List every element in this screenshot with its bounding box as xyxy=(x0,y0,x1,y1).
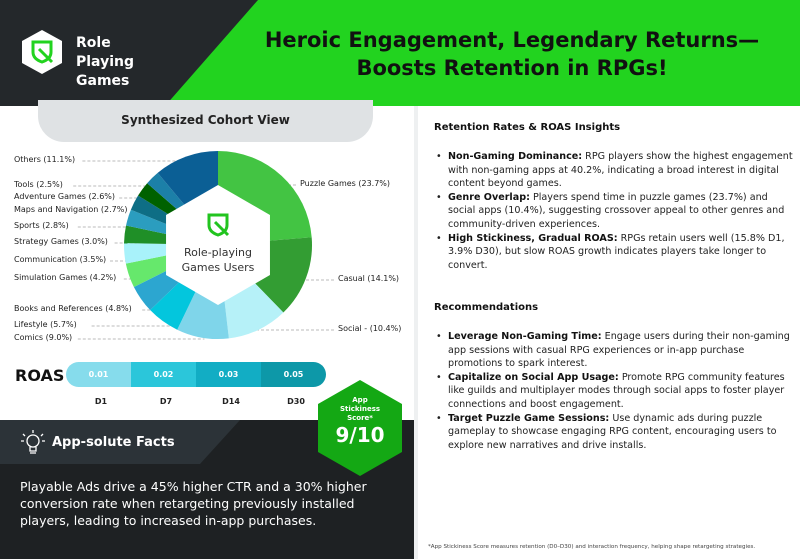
footnote: *App Stickiness Score measures retention… xyxy=(428,544,756,550)
facts-header xyxy=(0,420,240,464)
slice-label: Communication (3.5%) xyxy=(14,255,107,264)
day-label: D14 xyxy=(222,397,240,406)
list-item: Genre Overlap: Players spend time in puz… xyxy=(434,191,794,232)
slice-label: Others (11.1%) xyxy=(14,155,76,164)
score-value: 9/10 xyxy=(335,423,385,447)
list-item: Capitalize on Social App Usage: Promote … xyxy=(434,371,794,412)
recommendations-list: Leverage Non-Gaming Time: Engage users d… xyxy=(434,330,794,452)
recommendations-title: Recommendations xyxy=(434,302,539,313)
slice-label: Comics (9.0%) xyxy=(14,333,73,342)
cohort-title: Synthesized Cohort View xyxy=(38,100,373,142)
slice-label: Adventure Games (2.6%) xyxy=(14,192,116,201)
slice-label: Tools (2.5%) xyxy=(14,180,63,189)
brand-name: Role Playing Games xyxy=(76,35,134,89)
shield-sword-icon xyxy=(207,213,230,237)
center-label: Games Users xyxy=(182,261,255,274)
slice-label: Social - (10.4%) xyxy=(338,324,402,333)
slice-label: Simulation Games (4.2%) xyxy=(14,273,117,282)
day-label: D7 xyxy=(159,397,173,406)
slice-label: Strategy Games (3.0%) xyxy=(14,237,108,246)
insights-panel: Retention Rates & ROAS Insights Non-Gami… xyxy=(418,106,800,559)
roas-label: ROAS xyxy=(15,366,65,385)
lightbulb-icon xyxy=(21,430,45,454)
page-title: Heroic Engagement, Legendary Returns— Boo… xyxy=(264,28,760,80)
slice-label: Books and References (4.8%) xyxy=(14,304,132,313)
center-label: Role-playing xyxy=(184,246,252,259)
slice-label: Casual (14.1%) xyxy=(338,274,400,283)
day-label: D1 xyxy=(94,397,108,406)
stickiness-score-badge: App Stickiness Score* 9/10 xyxy=(318,380,402,476)
center-hexagon xyxy=(166,185,270,305)
score-label: Score* xyxy=(347,414,373,422)
slice-label: Maps and Navigation (2.7%) xyxy=(14,205,128,214)
slice-label: Lifestyle (5.7%) xyxy=(14,320,77,329)
insights-list: Non-Gaming Dominance: RPG players show t… xyxy=(434,150,794,272)
roas-value-d7: 0.02 xyxy=(131,362,196,387)
facts-title: App-solute Facts xyxy=(52,435,175,450)
roas-value-d14: 0.03 xyxy=(196,362,261,387)
shield-sword-icon xyxy=(22,30,62,74)
list-item: High Stickiness, Gradual ROAS: RPGs reta… xyxy=(434,232,794,273)
roas-value-d1: 0.01 xyxy=(66,362,131,387)
cohort-donut-chart: Role-playing Games Users xyxy=(73,151,334,340)
roas-value-d30: 0.05 xyxy=(261,362,326,387)
list-item: Non-Gaming Dominance: RPG players show t… xyxy=(434,150,794,191)
list-item: Leverage Non-Gaming Time: Engage users d… xyxy=(434,330,794,371)
day-label: D30 xyxy=(287,397,305,406)
slice-label: Puzzle Games (23.7%) xyxy=(300,179,391,188)
insights-title: Retention Rates & ROAS Insights xyxy=(434,122,621,133)
score-label: Stickiness xyxy=(339,405,381,413)
list-item: Target Puzzle Game Sessions: Use dynamic… xyxy=(434,412,794,453)
roas-bar: 0.01 0.02 0.03 0.05 xyxy=(66,362,326,387)
facts-text: Playable Ads drive a 45% higher CTR and … xyxy=(20,479,367,528)
slice-label: Sports (2.8%) xyxy=(14,221,69,230)
score-label: App xyxy=(352,396,368,404)
